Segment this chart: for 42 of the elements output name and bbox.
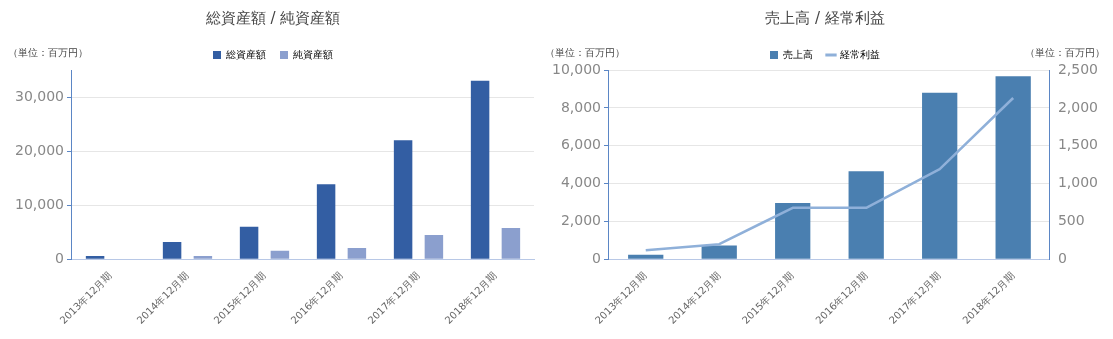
legend-label: 総資産額 (225, 48, 266, 60)
bar (316, 184, 336, 259)
legend-label: 経常利益 (839, 48, 880, 60)
bar (775, 202, 811, 259)
y2-tick-label: 500 (1057, 212, 1085, 229)
bar (922, 92, 958, 259)
bar (393, 140, 413, 259)
bar (995, 76, 1031, 259)
bar (470, 80, 490, 259)
bar (501, 227, 521, 259)
y2-tick-label: 2,500 (1057, 60, 1099, 77)
bar (239, 226, 259, 259)
y-axis-title: （単位：百万円） (8, 46, 88, 58)
bar (848, 171, 884, 259)
chart-title: 総資産額 / 純資産額 (204, 8, 341, 27)
bar (424, 234, 444, 259)
y-tick-label: 2,000 (560, 212, 601, 229)
bar (347, 247, 367, 259)
bar (162, 242, 182, 259)
y2-tick-label: 1,000 (1057, 174, 1099, 191)
y-tick-label: 10,000 (551, 60, 601, 77)
y2-tick-label: 1,500 (1057, 136, 1099, 153)
y-axis-title: （単位：百万円） (545, 46, 625, 58)
bar (193, 256, 213, 259)
y-tick-label: 0 (55, 249, 64, 266)
bar (270, 250, 290, 259)
chart-title: 売上高 / 経常利益 (765, 8, 885, 27)
legend-label: 純資産額 (293, 48, 333, 60)
legend-label: 売上高 (783, 48, 813, 60)
y2-tick-label: 2,000 (1057, 98, 1099, 115)
y-tick-label: 0 (592, 249, 601, 266)
bar (701, 245, 737, 259)
y2-axis-title: （単位：百万円） (1025, 46, 1105, 58)
y-tick-label: 10,000 (14, 195, 64, 212)
bar (628, 254, 664, 259)
y2-tick-label: 0 (1057, 249, 1067, 266)
y-tick-label: 6,000 (560, 136, 601, 153)
y-tick-label: 30,000 (14, 87, 64, 104)
y-tick-label: 4,000 (560, 174, 601, 191)
y-tick-label: 20,000 (14, 141, 64, 158)
bar (85, 256, 105, 259)
y-tick-label: 8,000 (560, 98, 601, 115)
